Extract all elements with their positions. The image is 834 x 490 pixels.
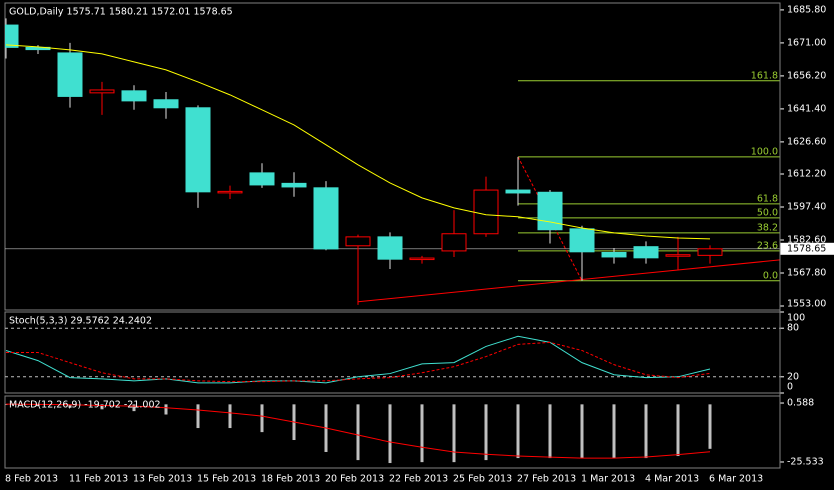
indicator-line: [5, 335, 711, 384]
y-tick-label: 80: [787, 323, 799, 334]
fib-level-label: 38.2: [757, 222, 778, 233]
x-tick-label: 20 Feb 2013: [325, 474, 384, 485]
trendline: [357, 259, 780, 303]
macd-bar: [452, 404, 456, 463]
candle-body: [377, 236, 403, 260]
y-tick-label: 1582.60: [787, 234, 826, 245]
y-tick-label: 1626.60: [787, 136, 826, 147]
y-tick-label: 1641.40: [787, 103, 826, 114]
macd-bar: [356, 404, 360, 461]
signal-line: [5, 403, 711, 459]
y-tick-label: 1553.00: [787, 299, 826, 310]
candle-body: [665, 254, 691, 257]
y-tick-label: 1671.00: [787, 37, 826, 48]
macd-bar: [388, 404, 392, 464]
panel: [5, 403, 712, 464]
candle-body: [281, 182, 307, 188]
y-tick-label: 1612.20: [787, 169, 826, 180]
macd-bar: [100, 404, 104, 410]
x-tick-label: 13 Feb 2013: [133, 474, 192, 485]
x-tick-label: 11 Feb 2013: [69, 474, 128, 485]
candle-body: [345, 236, 371, 247]
macd-bar: [228, 404, 232, 429]
panel-title: GOLD,Daily 1575.71 1580.21 1572.01 1578.…: [9, 7, 233, 18]
candle-body: [569, 228, 595, 253]
macd-bar: [612, 404, 616, 459]
y-tick-label: 0.588: [787, 398, 814, 409]
x-tick-label: 18 Feb 2013: [261, 474, 320, 485]
candle-body: [185, 107, 211, 193]
candle-body: [153, 99, 179, 109]
x-tick-label: 25 Feb 2013: [453, 474, 512, 485]
candle-body: [473, 189, 499, 235]
fib-level-label: 161.8: [751, 70, 778, 81]
candle-body: [409, 257, 435, 261]
macd-bar: [420, 404, 424, 463]
macd-bar: [196, 404, 200, 429]
macd-bar: [132, 404, 136, 412]
macd-bar: [676, 404, 680, 457]
macd-bar: [548, 404, 552, 459]
macd-bar: [580, 404, 584, 459]
candle-body: [441, 233, 467, 252]
macd-bar: [708, 404, 712, 449]
macd-bar: [36, 404, 40, 407]
macd-bar: [260, 404, 264, 433]
x-tick-label: 4 Mar 2013: [645, 474, 699, 485]
fib-level-label: 23.6: [757, 240, 778, 251]
x-tick-label: 22 Feb 2013: [389, 474, 448, 485]
y-tick-label: 20: [787, 371, 799, 382]
current-price-label: 1578.65: [787, 243, 826, 254]
x-tick-label: 27 Feb 2013: [517, 474, 576, 485]
candle-body: [633, 246, 659, 259]
macd-bar: [5, 404, 8, 406]
fib-level-label: 0.0: [763, 270, 778, 281]
candle-body: [537, 191, 563, 231]
candle-body: [5, 24, 19, 48]
candle-body: [121, 90, 147, 102]
fib-level-label: 100.0: [751, 146, 778, 157]
macd-bar: [164, 404, 168, 415]
candle-body: [313, 187, 339, 250]
y-tick-label: 0: [787, 382, 793, 393]
panel: 161.8 100.0 61.8 50.0 38.2 23.6 0.0: [5, 18, 780, 305]
x-tick-label: 8 Feb 2013: [5, 474, 58, 485]
fib-level-label: 50.0: [757, 207, 778, 218]
x-tick-label: 15 Feb 2013: [197, 474, 256, 485]
y-tick-label: 1656.20: [787, 70, 826, 81]
x-tick-label: 1 Mar 2013: [581, 474, 635, 485]
candle-body: [217, 190, 243, 194]
fib-level-label: 61.8: [757, 193, 778, 204]
y-tick-label: 1685.80: [787, 4, 826, 15]
candle-body: [57, 52, 83, 97]
y-tick-label: 100: [787, 313, 805, 324]
y-tick-label: 1597.40: [787, 201, 826, 212]
fib-anchor: [517, 156, 583, 282]
panel-title: MACD(12,26,9) -19.702 -21.002: [9, 400, 161, 411]
indicator-line: [6, 341, 711, 383]
panel: [5, 327, 780, 384]
candle-body: [697, 248, 723, 256]
macd-bar: [68, 404, 72, 408]
candle-body: [249, 172, 275, 186]
macd-bar: [644, 404, 648, 459]
candle-body: [89, 89, 115, 94]
macd-bar: [516, 404, 520, 459]
macd-bar: [484, 404, 488, 461]
y-tick-label: -25.533: [787, 456, 824, 467]
x-tick-label: 6 Mar 2013: [709, 474, 763, 485]
panel-title: Stoch(5,3,3) 29.5762 24.2402: [9, 316, 152, 327]
current-price-box: [780, 242, 834, 255]
candle-body: [601, 251, 627, 258]
candle-body: [505, 189, 531, 194]
y-tick-label: 1567.80: [787, 267, 826, 278]
moving-average: [5, 44, 711, 240]
